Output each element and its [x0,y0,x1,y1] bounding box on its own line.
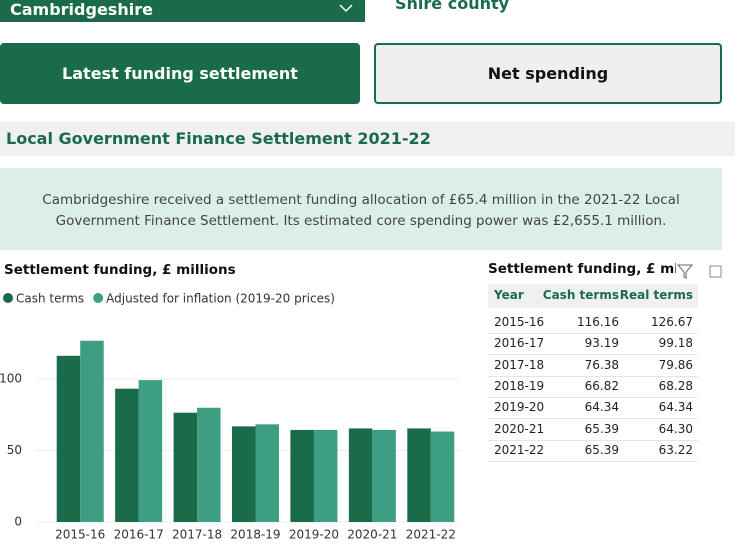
table-cell: 116.16 [577,315,619,329]
table-cell: 2017-18 [494,357,545,372]
bar [372,430,396,522]
bar [138,380,163,522]
y-tick-label: 0 [14,515,22,529]
chart-title: Settlement funding, £ millions [4,262,236,278]
bar [407,428,431,522]
legend-marker [93,293,104,303]
bar [232,426,256,522]
table-cell: 79.86 [658,357,693,372]
table-cell: 65.39 [584,421,619,436]
table-row: 2018-19 66.82 68.28 [488,376,698,398]
tab-button[interactable]: Latest funding settlement [0,43,360,104]
legend-label: Adjusted for inflation (2019-20 prices) [106,292,335,306]
table-row: 2020-21 65.39 64.30 [488,419,698,441]
table-row: 2019-20 64.34 64.34 [488,397,698,420]
x-tick-label: 2016-17 [114,528,164,542]
table-cell: 93.19 [584,336,619,351]
column-header: Real terms [619,288,693,302]
legend-marker [3,293,13,303]
table-header: Year Cash terms Real terms [488,284,698,308]
bar [197,407,221,522]
x-tick-label: 2020-21 [347,528,397,542]
table-cell: 64.34 [584,400,619,415]
x-tick-label: 2017-18 [172,528,222,542]
legend-label: Cash terms [16,292,84,306]
column-header: Cash terms [542,288,619,302]
dropdown-value: Cambridgeshire [10,0,153,19]
summary-line: Government Finance Settlement. Its estim… [55,213,667,229]
table-cell: 126.67 [651,315,693,329]
table-title: Settlement funding, £ mil [488,261,684,277]
table-cell: 2016-17 [494,336,545,351]
table-row: 2015-16 116.16 126.67 [488,312,698,334]
x-tick-label: 2021-22 [406,528,456,542]
x-tick-label: 2015-16 [55,528,105,542]
table-cell: 63.22 [658,442,693,457]
chevron [339,4,353,13]
table-cell: 2015-16 [494,315,545,329]
table-row: 2021-22 65.39 63.22 [488,440,698,462]
bar [255,424,279,522]
table-row: 2016-17 93.19 99.18 [488,333,698,356]
bar [80,340,104,522]
summary-box: Cambridgeshire received a settlement fun… [0,168,722,250]
y-tick-label: 100 [0,371,22,385]
bar [348,428,373,522]
bar [173,412,198,522]
chart: Settlement funding, £ millions Cash term… [0,262,460,542]
x-tick-label: 2018-19 [230,528,280,542]
x-tick-label: 2019-20 [289,528,339,542]
y-tick-label: 50 [7,443,22,457]
column-header: Year [494,288,524,302]
table-cell: 68.28 [658,378,693,393]
table-cell: 99.18 [658,336,693,351]
bar [56,355,81,522]
bar [290,429,314,522]
visual-icons[interactable] [676,262,726,280]
table-cell: 76.38 [584,357,619,372]
bar [115,388,139,522]
tab-button[interactable]: Net spending [374,43,722,104]
section-title: Local Government Finance Settlement 2021… [0,122,735,156]
table-cell: 2019-20 [494,400,545,415]
table-cell: 2021-22 [494,442,545,457]
table-cell: 2018-19 [494,378,545,393]
bar [313,429,338,522]
table-cell: 64.30 [658,421,693,436]
table-cell: 64.34 [658,400,693,415]
summary-line: Cambridgeshire received a settlement fun… [42,192,680,208]
table-cell: 2020-21 [494,421,545,436]
table-cell: 66.82 [584,378,619,393]
bar [430,431,455,522]
area-type: Shire county [395,0,510,13]
table-row: 2017-18 76.38 79.86 [488,355,698,377]
area-dropdown[interactable]: Cambridgeshire [0,0,365,22]
table-cell: 65.39 [584,442,619,457]
